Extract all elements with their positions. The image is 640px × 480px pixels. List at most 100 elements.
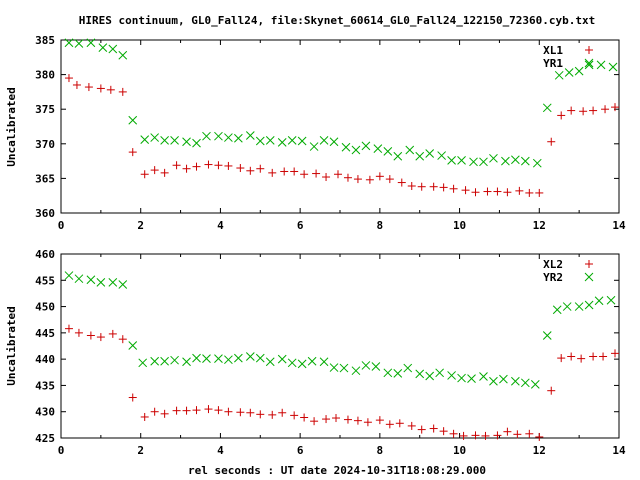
- data-point-YR2: [562, 302, 572, 311]
- bottom-panel-xtick-label: 6: [297, 444, 304, 457]
- data-point-XL2: [429, 424, 438, 433]
- top-panel-legend-marker-YR1: [584, 58, 594, 68]
- bottom-panel-ytick-label: 450: [35, 301, 55, 314]
- data-point-XL1: [64, 74, 73, 83]
- data-point-YR2: [606, 295, 616, 305]
- data-point-XL2: [567, 352, 576, 361]
- data-point-YR1: [309, 142, 319, 151]
- data-point-XL2: [417, 425, 426, 434]
- data-point-YR1: [447, 156, 456, 165]
- data-point-YR2: [96, 278, 106, 287]
- top-panel-series-YR1: [64, 38, 618, 168]
- data-point-YR1: [297, 136, 307, 146]
- data-point-YR1: [425, 149, 435, 158]
- top-panel-frame: [60, 39, 620, 214]
- data-point-YR1: [150, 133, 160, 142]
- data-point-XL2: [459, 431, 468, 440]
- data-point-XL1: [246, 166, 255, 175]
- data-point-XL2: [535, 432, 544, 441]
- data-point-YR2: [150, 356, 160, 366]
- data-point-XL2: [192, 406, 201, 415]
- data-point-YR2: [255, 353, 265, 363]
- data-point-YR1: [469, 157, 478, 167]
- bottom-panel-ytick-label: 430: [35, 406, 55, 419]
- data-point-XL1: [375, 172, 384, 181]
- data-point-YR2: [574, 302, 584, 311]
- data-point-YR2: [479, 372, 488, 381]
- data-point-YR1: [86, 38, 96, 48]
- data-point-YR2: [457, 373, 466, 383]
- bottom-panel-ytick-label: 445: [35, 327, 55, 340]
- data-point-XL1: [290, 167, 299, 176]
- data-point-XL1: [353, 175, 362, 184]
- data-point-YR2: [393, 368, 403, 378]
- data-point-XL2: [471, 431, 480, 440]
- data-point-XL1: [312, 169, 321, 178]
- bottom-panel-legend-label-XL2: XL2: [543, 258, 563, 271]
- data-point-YR1: [564, 68, 574, 77]
- data-point-XL2: [407, 421, 416, 430]
- data-point-XL2: [395, 419, 404, 428]
- top-panel-xtick-label: 0: [58, 219, 65, 232]
- data-point-XL1: [204, 160, 213, 169]
- data-point-YR1: [341, 142, 351, 152]
- data-point-XL1: [601, 105, 610, 114]
- bottom-panel-xtick-label: 2: [137, 444, 144, 457]
- data-point-XL2: [128, 393, 137, 402]
- data-point-XL2: [246, 408, 255, 417]
- data-point-YR1: [192, 138, 201, 148]
- data-point-XL2: [449, 429, 458, 438]
- data-point-YR2: [118, 280, 128, 289]
- data-point-YR1: [457, 156, 466, 165]
- data-point-YR2: [447, 371, 456, 380]
- data-point-XL2: [290, 411, 299, 420]
- data-point-YR1: [511, 155, 520, 165]
- data-point-XL2: [172, 406, 181, 415]
- top-panel-ytick-label: 360: [35, 207, 55, 220]
- data-point-YR2: [339, 363, 349, 373]
- data-point-XL1: [503, 188, 512, 197]
- data-point-XL1: [128, 148, 137, 157]
- data-point-YR2: [202, 354, 211, 363]
- bottom-panel-series-YR2: [64, 271, 616, 389]
- data-point-XL2: [322, 415, 331, 424]
- data-point-YR1: [574, 66, 584, 76]
- bottom-panel-ylabel: Uncalibrated: [5, 306, 18, 385]
- data-point-YR2: [297, 359, 307, 369]
- data-point-XL1: [334, 170, 343, 179]
- data-point-YR2: [234, 353, 243, 363]
- data-point-YR2: [403, 363, 413, 373]
- data-point-YR1: [437, 151, 446, 160]
- data-point-YR1: [287, 135, 297, 145]
- data-point-XL2: [214, 406, 223, 415]
- data-point-XL1: [471, 188, 480, 197]
- data-point-XL1: [150, 166, 159, 175]
- data-point-YR1: [64, 38, 74, 48]
- top-panel-xtick-label: 4: [217, 219, 224, 232]
- data-point-XL1: [140, 170, 149, 179]
- bottom-panel-series-XL2: [64, 324, 620, 441]
- data-point-YR2: [584, 300, 594, 310]
- data-point-YR2: [542, 331, 552, 340]
- data-point-XL2: [513, 430, 522, 439]
- data-point-YR2: [265, 357, 275, 367]
- data-point-XL2: [96, 333, 105, 342]
- data-point-XL1: [192, 162, 201, 171]
- data-point-XL2: [525, 429, 534, 438]
- top-panel-ylabel: Uncalibrated: [5, 87, 18, 166]
- data-point-YR1: [489, 153, 498, 163]
- data-point-XL2: [74, 328, 83, 337]
- data-point-YR2: [489, 376, 498, 386]
- data-point-XL1: [535, 188, 544, 197]
- data-point-XL2: [547, 386, 556, 395]
- data-point-YR2: [128, 341, 138, 350]
- top-panel-ytick-label: 370: [35, 138, 55, 151]
- data-point-XL2: [385, 420, 394, 429]
- data-point-YR2: [361, 361, 371, 370]
- data-point-XL1: [182, 164, 191, 173]
- data-point-YR1: [608, 62, 618, 72]
- data-point-YR2: [520, 378, 530, 388]
- data-point-XL2: [160, 409, 169, 418]
- bottom-panel-frame: [60, 253, 620, 439]
- data-point-XL1: [365, 175, 374, 184]
